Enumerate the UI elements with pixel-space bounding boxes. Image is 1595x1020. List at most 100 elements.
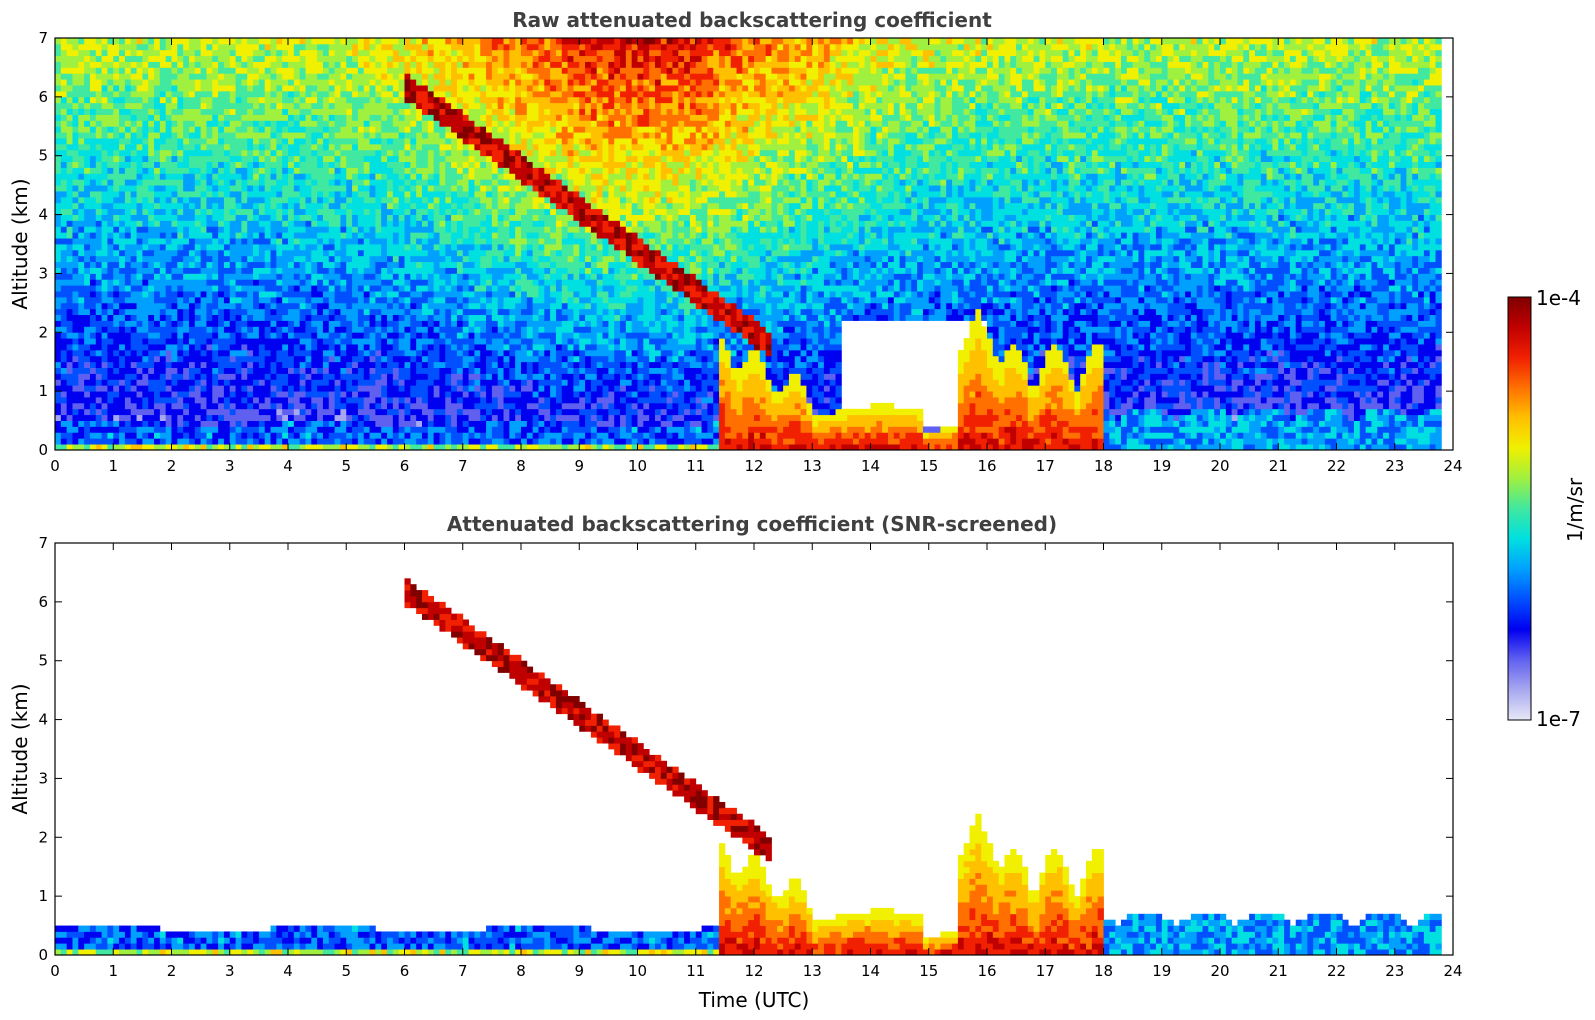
heatmap-cell	[258, 308, 266, 316]
heatmap-cell	[288, 149, 295, 157]
heatmap-cell	[317, 220, 324, 227]
heatmap-cell	[369, 132, 376, 139]
heatmap-cell	[433, 291, 440, 298]
heatmap-cell	[183, 391, 190, 398]
heatmap-cell	[165, 167, 172, 174]
heatmap-cell	[375, 326, 382, 333]
heatmap-cell	[142, 108, 149, 115]
heatmap-cell	[293, 196, 301, 204]
heatmap-cell	[60, 161, 68, 168]
heatmap-cell	[352, 114, 359, 121]
heatmap-cell	[223, 444, 231, 451]
heatmap-cell	[317, 202, 324, 210]
heatmap-cell	[171, 120, 178, 127]
heatmap-cell	[101, 161, 108, 168]
heatmap-cell	[427, 149, 435, 157]
heatmap-cell	[334, 244, 341, 251]
heatmap-cell	[392, 308, 400, 316]
heatmap-cell	[55, 420, 62, 427]
heatmap-cell	[235, 232, 242, 239]
heatmap-cell	[183, 90, 190, 98]
heatmap-cell	[148, 432, 155, 439]
heatmap-cell	[247, 85, 254, 92]
heatmap-cell	[253, 391, 260, 398]
heatmap-cell	[427, 432, 435, 439]
heatmap-cell	[328, 55, 335, 62]
heatmap-cell	[468, 414, 475, 421]
heatmap-cell	[258, 185, 266, 192]
heatmap-cell	[78, 232, 85, 239]
heatmap-cell	[235, 302, 242, 310]
heatmap-cell	[427, 238, 435, 245]
heatmap-cell	[369, 326, 376, 333]
heatmap-cell	[171, 167, 178, 174]
heatmap-cell	[101, 244, 108, 251]
heatmap-cell	[346, 279, 353, 286]
heatmap-cell	[241, 338, 248, 345]
heatmap-cell	[451, 432, 458, 439]
heatmap-cell	[247, 302, 254, 310]
heatmap-cell	[439, 255, 446, 263]
heatmap-cell	[264, 326, 271, 333]
heatmap-cell	[78, 149, 85, 157]
heatmap-cell	[299, 43, 306, 51]
heatmap-cell	[66, 249, 73, 257]
heatmap-cell	[288, 349, 295, 357]
heatmap-cell	[72, 138, 79, 145]
heatmap-cell	[451, 308, 458, 316]
heatmap-cell	[148, 238, 155, 245]
heatmap-cell	[229, 161, 236, 168]
heatmap-cell	[171, 232, 178, 239]
heatmap-cell	[410, 114, 417, 121]
heatmap-cell	[421, 332, 429, 339]
heatmap-cell	[247, 38, 254, 45]
heatmap-cell	[159, 191, 167, 198]
heatmap-cell	[55, 391, 62, 398]
heatmap-cell	[276, 426, 283, 433]
heatmap-cell	[305, 108, 312, 115]
heatmap-cell	[363, 185, 370, 192]
heatmap-cell	[60, 238, 68, 245]
heatmap-cell	[410, 220, 417, 227]
heatmap-cell	[392, 114, 400, 121]
heatmap-cell	[84, 185, 91, 192]
heatmap-cell	[101, 373, 108, 380]
heatmap-cell	[136, 326, 143, 333]
heatmap-cell	[468, 397, 475, 404]
heatmap-cell	[352, 67, 359, 74]
heatmap-cell	[404, 138, 411, 145]
heatmap-cell	[130, 38, 137, 45]
heatmap-cell	[363, 208, 370, 215]
heatmap-cell	[427, 397, 435, 404]
heatmap-cell	[357, 355, 365, 363]
heatmap-cell	[416, 344, 423, 351]
heatmap-cell	[363, 267, 370, 274]
heatmap-cell	[276, 291, 283, 298]
heatmap-cell	[159, 196, 167, 204]
heatmap-cell	[212, 367, 219, 374]
heatmap-cell	[78, 391, 85, 398]
heatmap-cell	[340, 332, 347, 339]
heatmap-cell	[328, 314, 335, 321]
heatmap-cell	[60, 344, 68, 351]
heatmap-cell	[206, 55, 213, 62]
heatmap-cell	[427, 285, 435, 292]
heatmap-cell	[334, 408, 341, 416]
heatmap-cell	[84, 196, 91, 204]
heatmap-cell	[305, 244, 312, 251]
heatmap-cell	[352, 314, 359, 321]
heatmap-cell	[357, 108, 365, 115]
heatmap-cell	[456, 420, 464, 427]
heatmap-cell	[427, 255, 435, 263]
heatmap-cell	[165, 114, 172, 121]
heatmap-cell	[427, 132, 435, 139]
heatmap-cell	[410, 149, 417, 157]
heatmap-cell	[427, 138, 435, 145]
heatmap-cell	[72, 155, 79, 162]
heatmap-cell	[130, 132, 137, 139]
heatmap-cell	[439, 261, 446, 268]
heatmap-cell	[433, 143, 440, 151]
heatmap-cell	[60, 408, 68, 416]
heatmap-cell	[369, 232, 376, 239]
heatmap-cell	[398, 149, 405, 157]
